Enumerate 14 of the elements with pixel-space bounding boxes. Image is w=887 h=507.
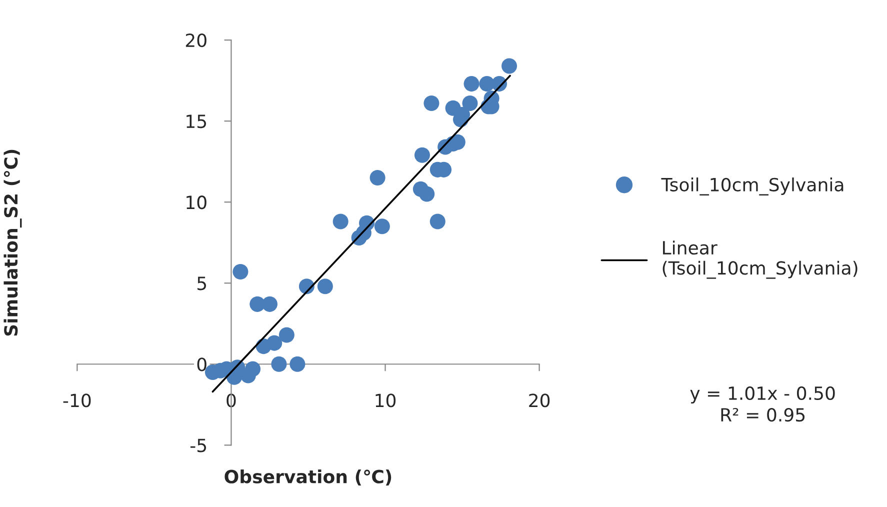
x-tick-label: -10 [63, 394, 91, 408]
text: y = 1.01x - 0.50 R² = 0.95 [690, 386, 835, 422]
x-axis-title: Observation (℃) [224, 469, 392, 486]
x-tick-label: 10 [376, 394, 396, 408]
legend-label: Linear (Tsoil_10cm_Sylvania) [662, 240, 858, 279]
y-tick-label: 0 [197, 358, 206, 372]
y-tick-label: -5 [190, 438, 206, 452]
y-tick-label: 15 [186, 114, 206, 128]
legend-label: Tsoil_10cm_Sylvania [661, 177, 844, 196]
x-tick-label: 20 [529, 394, 550, 408]
y-tick-label: 10 [186, 196, 206, 210]
y-axis-title: Simulation_S2 (℃) [4, 150, 22, 336]
y-tick-label: 20 [186, 34, 206, 48]
y-tick-label: 5 [198, 276, 206, 290]
